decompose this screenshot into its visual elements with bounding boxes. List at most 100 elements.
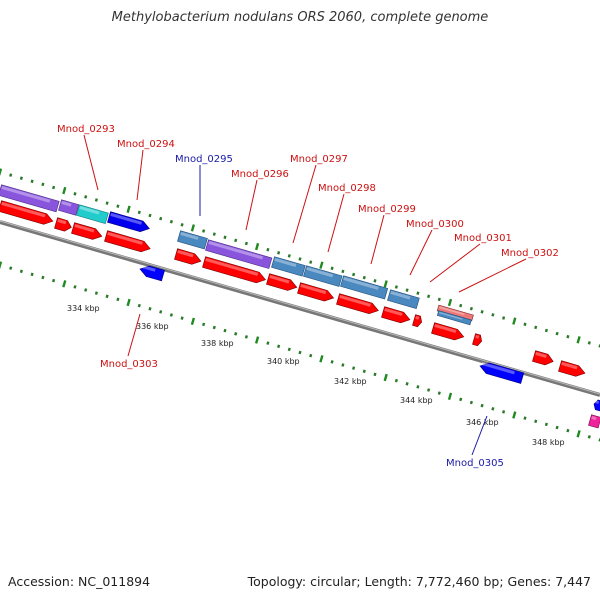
scale-tick-labels: 334 kbp 336 kbp 338 kbp 340 kbp 342 kbp 344 k…: [67, 304, 565, 447]
gene-block-edge: [588, 414, 600, 429]
minor-tick: [30, 179, 34, 184]
minor-tick: [459, 303, 463, 308]
gene-block-edge-gloss: [591, 415, 597, 421]
gene-block-edge-shape: [588, 414, 600, 429]
gene-block-0296-shape: [177, 230, 208, 250]
scale-label: 348 kbp: [532, 438, 565, 447]
forward-gene-arrow-8-gloss: [339, 294, 371, 307]
minor-tick: [9, 173, 13, 177]
minor-tick: [287, 347, 291, 352]
reverse-gene-arrow-edge: [593, 399, 600, 412]
minor-tick: [84, 195, 88, 199]
scale-ticks: [0, 168, 600, 442]
forward-gene-arrow-5-shape: [202, 256, 267, 284]
minor-tick: [352, 366, 356, 370]
gene-block-0300-shape: [340, 275, 389, 300]
minor-tick: [244, 241, 248, 246]
callout-leader-line: [83, 134, 99, 191]
reverse-gene-arrow-0305: [479, 361, 525, 384]
forward-gene-arrow-2-gloss: [74, 223, 95, 233]
minor-tick: [159, 310, 163, 314]
minor-tick: [309, 260, 313, 264]
major-tick: [512, 317, 517, 325]
gene-block-0302b: [436, 310, 472, 326]
minor-tick: [19, 176, 23, 180]
forward-gene-arrow-8: [336, 293, 379, 315]
minor-tick: [416, 291, 420, 295]
major-tick: [576, 430, 581, 438]
major-tick: [126, 205, 131, 213]
minor-tick: [234, 238, 238, 243]
minor-tick: [480, 310, 484, 314]
minor-tick: [598, 344, 600, 348]
forward-gene-arrow-4-gloss: [177, 249, 194, 258]
gene-block-0297-shape: [205, 239, 273, 269]
gene-label: Mnod_0298: [318, 183, 376, 194]
forward-gene-arrow-8-shape: [336, 293, 379, 315]
callout-leader-line: [458, 258, 527, 293]
gene-block-0298: [271, 256, 306, 277]
gene-block-0296: [177, 230, 208, 250]
forward-gene-arrow-1: [54, 217, 72, 232]
forward-gene-arrow-7: [297, 282, 335, 302]
minor-tick: [373, 372, 377, 377]
minor-tick: [480, 403, 484, 408]
gene-callout-mnod_0303: Mnod_0303: [100, 313, 158, 370]
gene-block-0301-shape: [387, 289, 420, 309]
reverse-gene-arrow-0305-gloss: [481, 361, 515, 375]
minor-tick: [437, 391, 441, 395]
minor-tick: [587, 341, 591, 345]
forward-gene-arrow-14-shape: [558, 360, 586, 377]
reverse-gene-arrow-0295: [139, 264, 165, 282]
minor-tick: [544, 328, 548, 333]
map-title: Methylobacterium nodulans ORS 2060, comp…: [111, 10, 489, 25]
forward-gene-arrow-1-gloss: [57, 218, 67, 225]
minor-tick: [277, 344, 281, 349]
gene-label: Mnod_0299: [358, 204, 416, 215]
minor-tick: [52, 278, 56, 283]
gene-callout-mnod_0293: Mnod_0293: [57, 124, 115, 191]
gene-block-0297-gloss: [208, 240, 264, 260]
gene-callout-mnod_0305: Mnod_0305: [446, 415, 504, 469]
minor-tick: [137, 303, 141, 308]
callout-leader-line: [127, 313, 141, 357]
gene-callout-mnod_0300: Mnod_0300: [406, 219, 464, 276]
minor-tick: [523, 416, 527, 420]
minor-tick: [169, 219, 173, 224]
minor-tick: [362, 275, 366, 280]
minor-tick: [298, 350, 302, 355]
minor-tick: [523, 322, 527, 327]
minor-tick: [148, 213, 152, 218]
gene-block-0296-gloss: [180, 231, 199, 240]
minor-tick: [180, 223, 184, 227]
forward-gene-arrow-1-shape: [54, 217, 72, 232]
forward-gene-arrow-9-shape: [381, 306, 411, 324]
gene-block-0293b: [58, 199, 80, 216]
minor-tick: [52, 185, 56, 190]
gene-block-0294b-shape: [107, 211, 150, 233]
minor-tick: [73, 192, 77, 196]
gene-label: Mnod_0300: [406, 219, 464, 230]
gene-block-0302-gloss: [439, 306, 465, 316]
reverse-gene-arrow-0295-gloss: [141, 264, 156, 272]
gene-block-0294-gloss: [79, 205, 100, 215]
reverse-gene-arrow-0305-shape: [479, 362, 525, 384]
minor-tick: [309, 353, 313, 358]
minor-tick: [330, 266, 334, 271]
minor-tick: [116, 204, 120, 208]
major-tick: [576, 336, 581, 344]
major-tick: [62, 280, 67, 288]
major-tick: [512, 411, 517, 419]
minor-tick: [341, 269, 345, 274]
gene-block-0293b-shape: [58, 199, 80, 216]
gene-callout-mnod_0299: Mnod_0299: [358, 204, 416, 265]
minor-tick: [587, 435, 591, 439]
minor-tick: [244, 335, 248, 339]
major-tick: [319, 261, 324, 269]
callout-leader-line: [292, 164, 317, 244]
forward-gene-arrow-5-gloss: [205, 257, 259, 276]
major-tick: [126, 298, 131, 307]
minor-tick: [491, 407, 495, 411]
minor-tick: [277, 251, 281, 255]
